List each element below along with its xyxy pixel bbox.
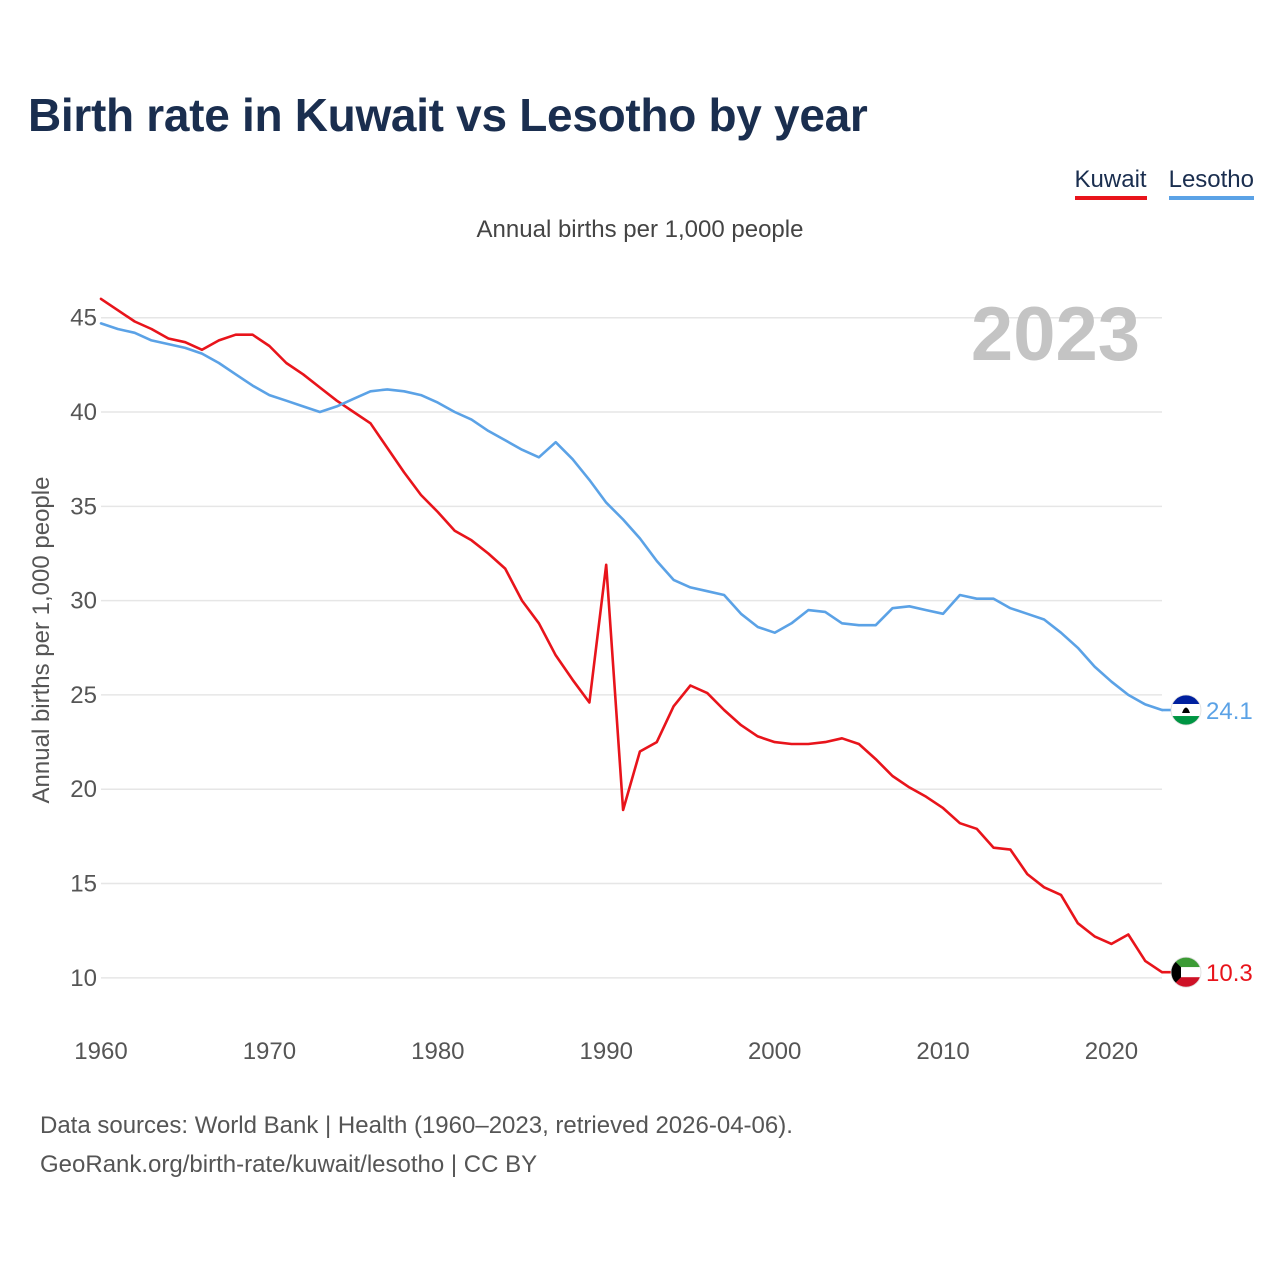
x-tick-label: 1990 [580, 1038, 633, 1065]
end-label-kuwait: 10.3 [1206, 960, 1253, 987]
chart-subtitle: Annual births per 1,000 people [476, 216, 804, 243]
series-line-kuwait [99, 297, 1164, 974]
x-tick-label: 2010 [916, 1038, 969, 1065]
chart-title: Birth rate in Kuwait vs Lesotho by year [28, 89, 868, 141]
legend-item-kuwait[interactable]: Kuwait [1074, 166, 1147, 200]
x-tick-label: 1980 [411, 1038, 464, 1065]
x-tick-label: 1970 [243, 1038, 296, 1065]
y-tick-label: 20 [70, 776, 97, 803]
x-tick-label: 2000 [748, 1038, 801, 1065]
lesotho-flag-icon [1170, 694, 1202, 726]
y-tick-label: 35 [70, 493, 97, 520]
y-tick-label: 15 [70, 871, 97, 898]
y-tick-label: 25 [70, 682, 97, 709]
year-watermark: 2023 [971, 292, 1140, 377]
kuwait-flag-icon [1170, 956, 1202, 988]
x-tick-label: 2020 [1085, 1038, 1138, 1065]
source-line-1: Data sources: World Bank | Health (1960–… [40, 1112, 793, 1139]
legend-item-lesotho[interactable]: Lesotho [1168, 166, 1254, 200]
y-tick-label: 10 [70, 965, 97, 992]
legend: Kuwait Lesotho [1074, 166, 1254, 200]
end-label-lesotho: 24.1 [1206, 698, 1253, 725]
source-line-2[interactable]: GeoRank.org/birth-rate/kuwait/lesotho | … [40, 1151, 538, 1178]
y-tick-label: 45 [70, 305, 97, 332]
series-line-lesotho [99, 322, 1164, 712]
x-tick-label: 1960 [74, 1038, 127, 1065]
source-note: Data sources: World Bank | Health (1960–… [40, 1106, 793, 1184]
y-tick-label: 40 [70, 399, 97, 426]
y-tick-label: 30 [70, 588, 97, 615]
